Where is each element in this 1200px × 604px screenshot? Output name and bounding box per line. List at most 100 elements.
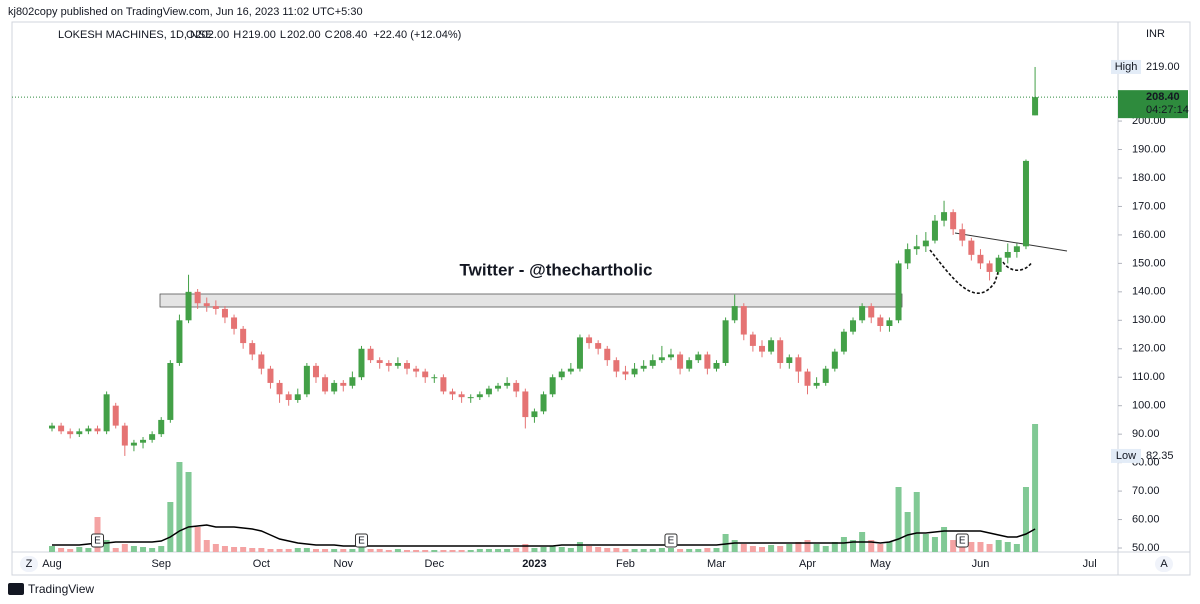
- volume-bar: [713, 548, 720, 552]
- volume-bar: [822, 546, 829, 552]
- volume-bar: [476, 549, 483, 552]
- volume-bar: [777, 546, 784, 552]
- chart-title: LOKESH MACHINES, 1D, NSE: [58, 29, 213, 41]
- legend-key: H: [233, 29, 241, 41]
- high-marker-text: High: [1115, 61, 1138, 73]
- volume-bar: [931, 537, 938, 552]
- volume-bar: [385, 550, 392, 552]
- volume-bar: [449, 550, 456, 552]
- legend-value: 202.00: [196, 29, 230, 41]
- y-tick-label: 100.00: [1132, 400, 1166, 412]
- candle-body: [212, 306, 219, 309]
- earnings-label: E: [94, 536, 101, 547]
- candle-body: [495, 385, 502, 389]
- candle-body: [58, 425, 65, 432]
- last-price-box: [1118, 90, 1188, 119]
- volume-bar: [58, 548, 65, 552]
- candle-body: [913, 246, 920, 250]
- volume-bar: [504, 549, 511, 552]
- candle-body: [813, 382, 820, 386]
- candle-body: [640, 365, 647, 369]
- candle-body: [604, 348, 611, 361]
- volume-bar: [467, 550, 474, 552]
- volume-bar: [103, 540, 110, 552]
- candle-body: [768, 340, 775, 352]
- volume-bar: [1004, 542, 1011, 552]
- volume-bar: [904, 512, 911, 552]
- volume-bar: [303, 548, 310, 552]
- volume-bar: [586, 546, 593, 552]
- candle-body: [886, 320, 893, 326]
- volume-bar: [149, 548, 156, 552]
- candle-body: [540, 394, 547, 412]
- y-tick-label: 90.00: [1132, 428, 1160, 440]
- volume-bar: [485, 549, 492, 552]
- zoom-button-label[interactable]: Z: [26, 558, 33, 570]
- candle-body: [786, 357, 793, 363]
- high-marker-box: [1111, 59, 1141, 74]
- volume-bar: [941, 527, 948, 552]
- auto-button[interactable]: [1155, 556, 1173, 572]
- volume-bar: [868, 540, 875, 552]
- zoom-button[interactable]: [20, 556, 38, 572]
- volume-bar: [886, 542, 893, 552]
- volume-bar: [831, 542, 838, 552]
- volume-bar: [977, 542, 984, 552]
- candle-body: [67, 431, 74, 435]
- candle-body: [121, 425, 128, 446]
- auto-button-label[interactable]: A: [1160, 558, 1168, 570]
- candle-body: [731, 306, 738, 321]
- x-tick-label: 2023: [522, 558, 546, 570]
- candle-body: [394, 362, 401, 366]
- candle-body: [777, 340, 784, 363]
- y-tick-label: 70.00: [1132, 485, 1160, 497]
- legend-value: 208.40: [334, 29, 368, 41]
- candle-body: [1013, 246, 1020, 252]
- candle-body: [358, 348, 365, 378]
- volume-bar: [376, 549, 383, 552]
- candle-body: [840, 331, 847, 352]
- volume-bar: [995, 540, 1002, 552]
- candle-body: [258, 354, 265, 369]
- legend-change: +22.40 (+12.04%): [373, 29, 461, 41]
- low-marker-text: Low: [1116, 450, 1136, 462]
- candle-body: [950, 212, 957, 230]
- y-tick-label: 140.00: [1132, 286, 1166, 298]
- candle-body: [749, 334, 756, 346]
- volume-bar: [695, 549, 702, 552]
- candle-body: [622, 371, 629, 375]
- volume-bar: [194, 527, 201, 552]
- volume-bar: [576, 542, 583, 552]
- y-tick-label: 130.00: [1132, 314, 1166, 326]
- candle-body: [476, 394, 483, 398]
- resistance-zone: [159, 293, 903, 308]
- legend-key: C: [325, 29, 333, 41]
- candle-body: [759, 345, 765, 352]
- volume-bar: [804, 540, 811, 552]
- volume-bar: [85, 548, 92, 552]
- candle-body: [240, 328, 247, 344]
- volume-bar: [167, 502, 174, 552]
- volume-bar: [740, 544, 747, 552]
- candle-body: [658, 357, 665, 361]
- candle-body: [312, 365, 319, 378]
- candle-body: [158, 419, 165, 435]
- volume-bar: [1022, 487, 1029, 552]
- candle-body: [349, 377, 356, 386]
- candle-body: [231, 317, 238, 329]
- volume-bar: [121, 544, 128, 552]
- candle-body: [331, 382, 338, 392]
- candle-body: [422, 371, 429, 378]
- candle-body: [613, 360, 620, 372]
- volume-bar: [431, 550, 438, 552]
- volume-bar: [531, 548, 538, 552]
- x-tick-label: Sep: [151, 558, 171, 570]
- volume-bar: [759, 547, 765, 552]
- y-tick-label: 160.00: [1132, 229, 1166, 241]
- volume-bar: [112, 548, 119, 552]
- currency: INR: [1146, 28, 1165, 40]
- candle-body: [649, 360, 656, 366]
- candle-body: [85, 428, 92, 432]
- candle-body: [294, 394, 301, 401]
- volume-bar: [595, 547, 602, 552]
